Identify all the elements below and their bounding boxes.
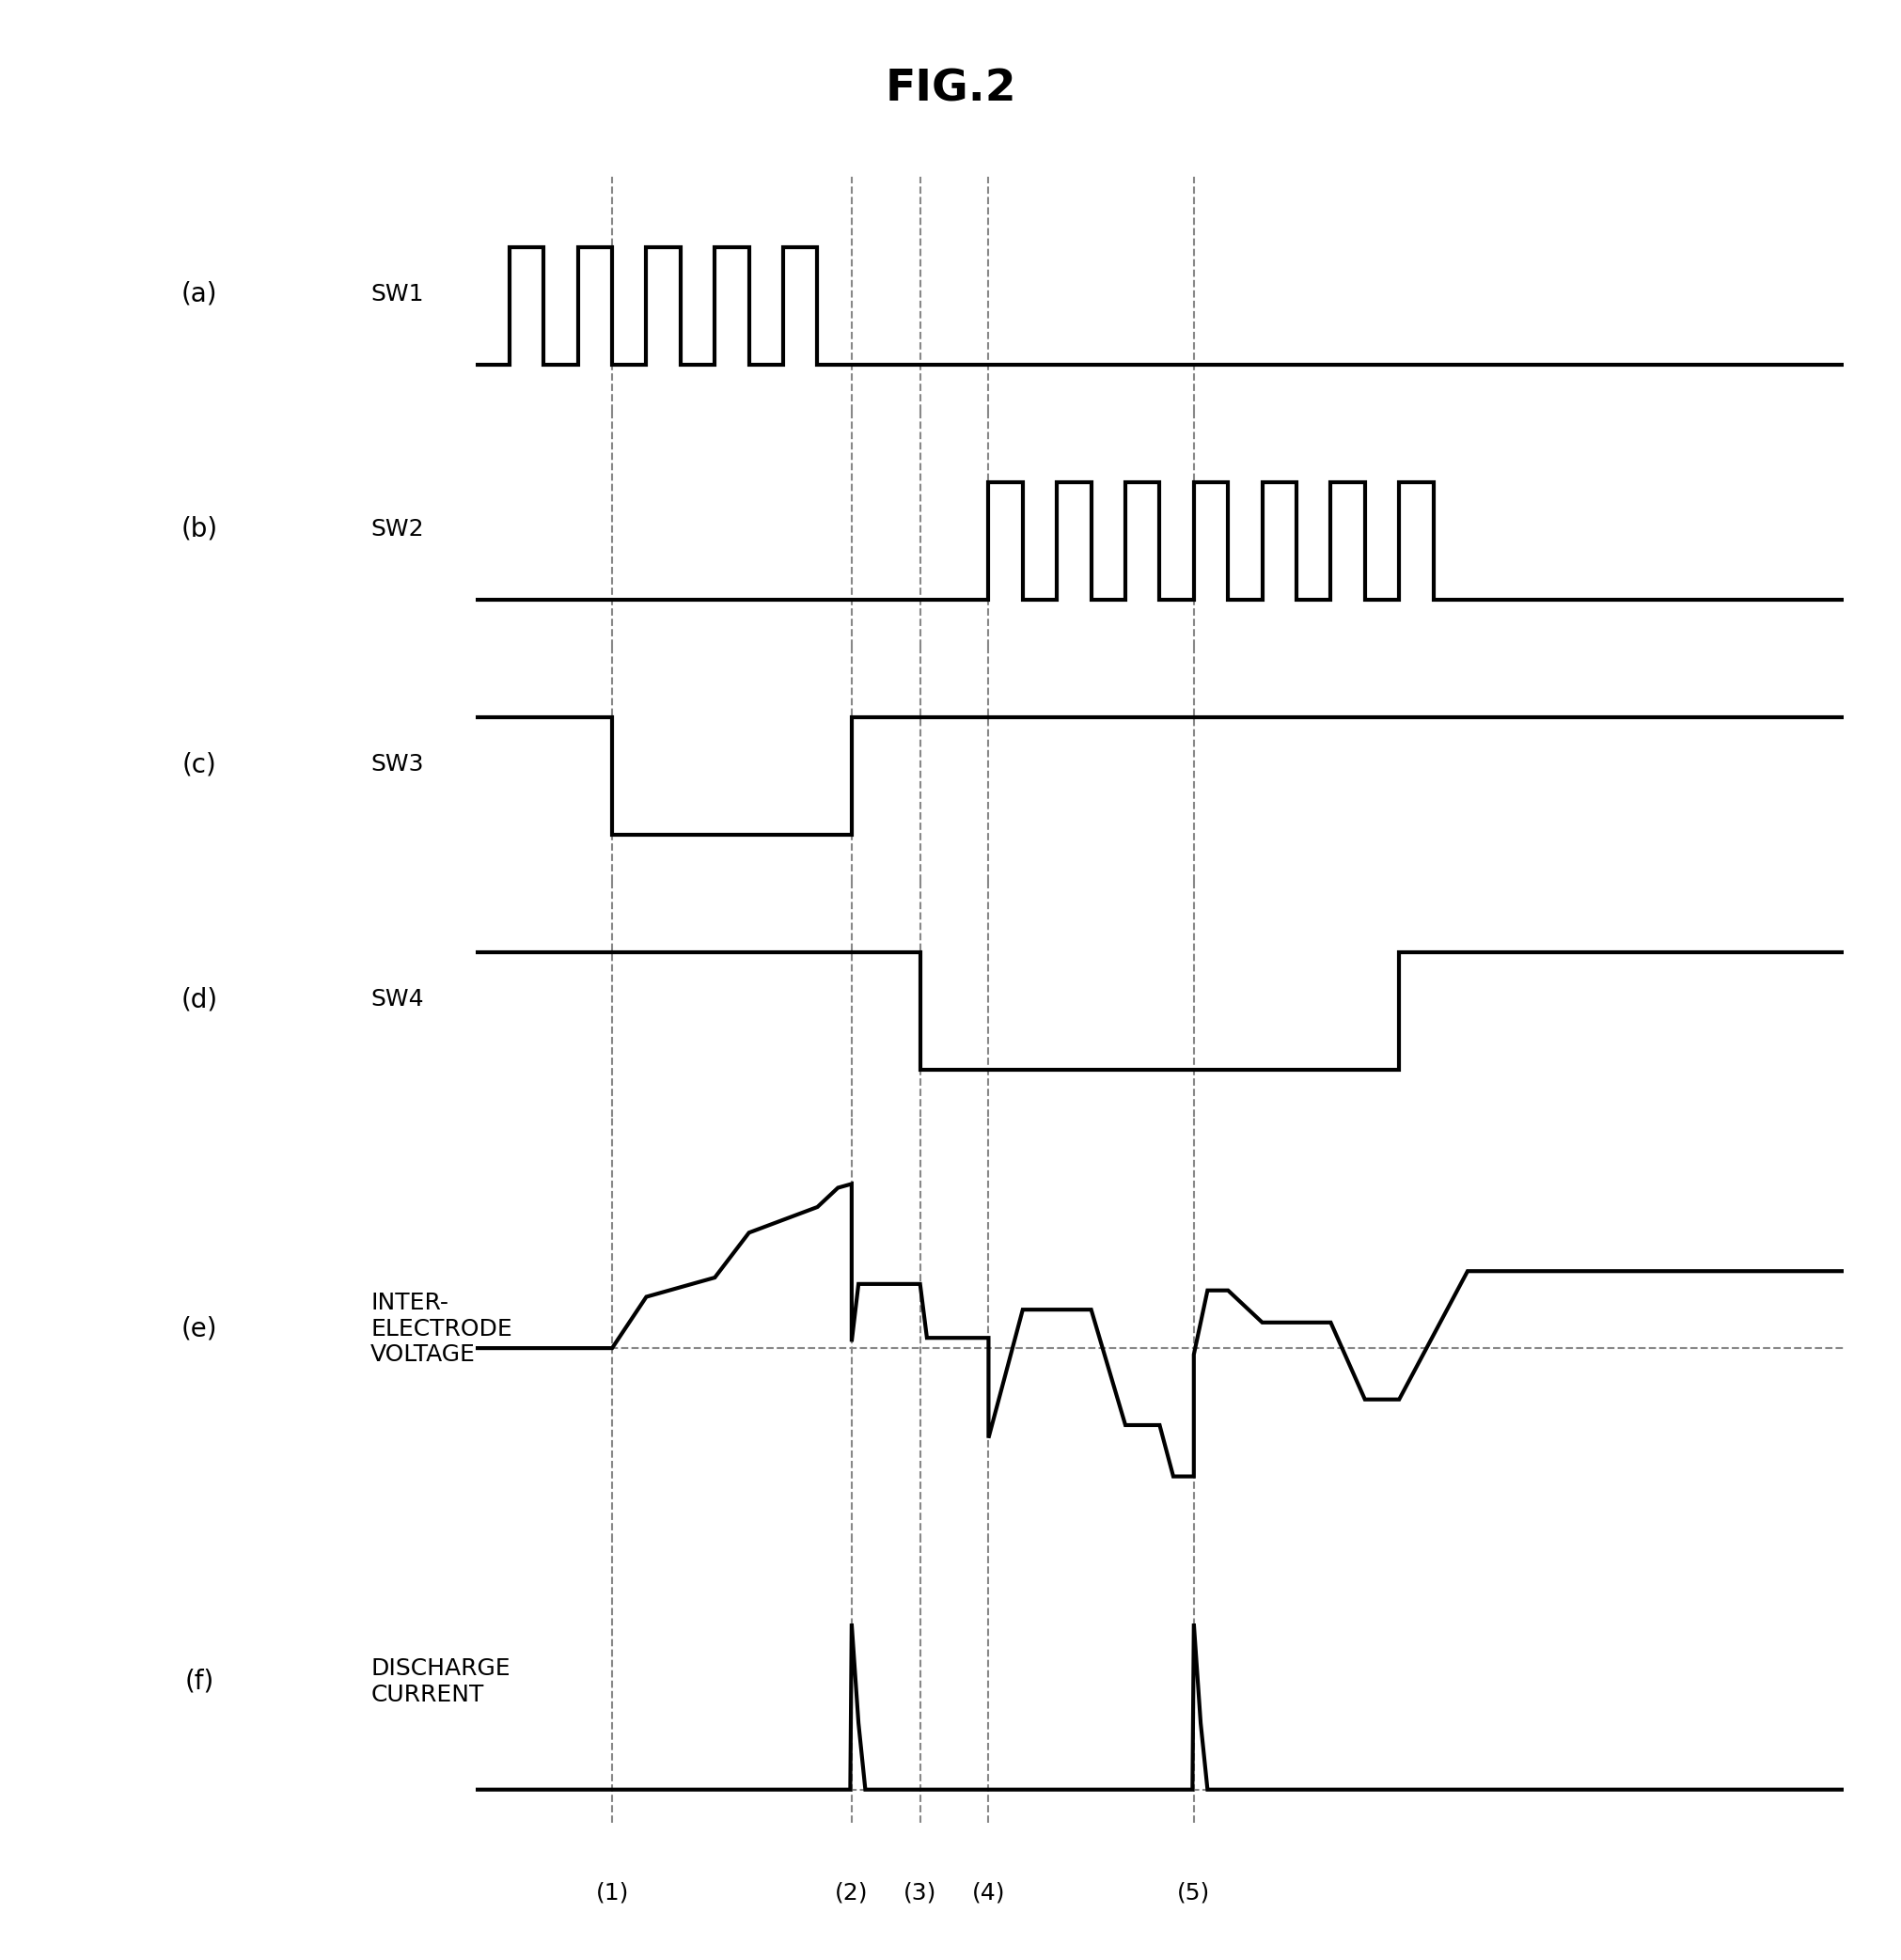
- Text: SW1: SW1: [371, 282, 424, 306]
- Text: (a): (a): [181, 280, 219, 308]
- Text: SW3: SW3: [371, 753, 424, 776]
- Text: FIG.2: FIG.2: [884, 69, 1017, 112]
- Text: (5): (5): [1177, 1882, 1211, 1905]
- Text: (3): (3): [903, 1882, 937, 1905]
- Text: (d): (d): [181, 986, 219, 1013]
- Text: (4): (4): [971, 1882, 1006, 1905]
- Text: (b): (b): [181, 515, 219, 543]
- Text: INTER-
ELECTRODE
VOLTAGE: INTER- ELECTRODE VOLTAGE: [371, 1292, 513, 1366]
- Text: SW2: SW2: [371, 517, 424, 541]
- Text: DISCHARGE
CURRENT: DISCHARGE CURRENT: [371, 1658, 511, 1705]
- Text: SW4: SW4: [371, 988, 424, 1011]
- Text: (2): (2): [835, 1882, 869, 1905]
- Text: (f): (f): [184, 1668, 215, 1695]
- Text: (e): (e): [181, 1315, 219, 1343]
- Text: (1): (1): [595, 1882, 629, 1905]
- Text: (c): (c): [182, 751, 217, 778]
